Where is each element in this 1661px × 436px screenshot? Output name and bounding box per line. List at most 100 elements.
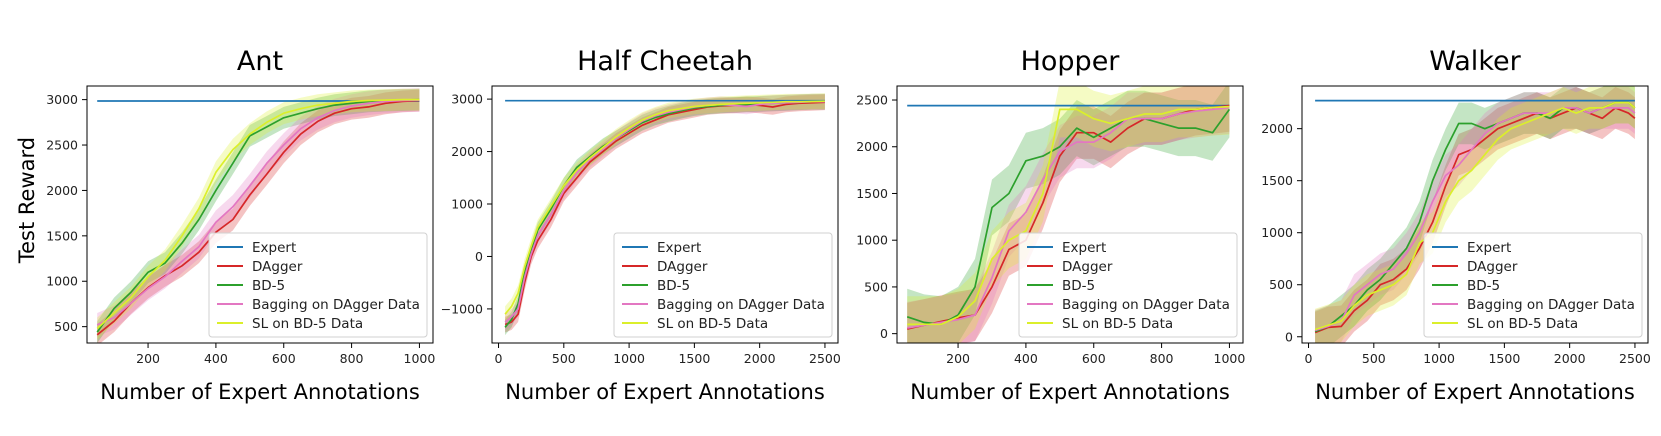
x-tick-label: 0 (495, 351, 503, 366)
y-tick-label: 2000 (46, 183, 78, 198)
axes-frame (1301, 85, 1649, 344)
x-tick-label: 0 (1305, 351, 1313, 366)
x-tick-label: 1500 (678, 351, 710, 366)
y-tick-label: 1000 (1261, 225, 1293, 240)
legend-box (1423, 232, 1643, 338)
series-band-bd-5 (97, 88, 420, 343)
legend-box (208, 232, 428, 338)
x-tick-label: 800 (1150, 351, 1174, 366)
legend-entry: DAgger (1062, 259, 1113, 275)
x-tick-label: 1500 (1488, 351, 1520, 366)
y-tick-label: 2500 (856, 93, 888, 108)
x-tick-label: 200 (136, 351, 160, 366)
y-tick-label: 2500 (46, 138, 78, 153)
series-line-dagger (504, 101, 825, 326)
series-line-sl-on-bd-5-data (96, 98, 420, 330)
series-line-sl-on-bd-5-data (1314, 101, 1636, 331)
plot-area (1314, 86, 1636, 343)
series-band-sl-on-bd-5-data (907, 86, 1230, 343)
axes-frame (86, 85, 434, 344)
chart-title: Half Cheetah (577, 46, 753, 77)
x-tick-label: 500 (1362, 351, 1386, 366)
y-tick-label: 1500 (1261, 173, 1293, 188)
series-line-bagging-on-dagger-data (504, 100, 825, 323)
series-line-bagging-on-dagger-data (907, 106, 1230, 329)
series-band-bd-5 (505, 93, 825, 336)
y-axis-label: Test Reward (15, 137, 39, 264)
y-tick-label: 3000 (46, 92, 78, 107)
y-tick-label: 500 (864, 279, 888, 294)
x-tick-label: 200 (946, 351, 970, 366)
legend-entry: BD-5 (1467, 278, 1500, 294)
y-tick-label: 1500 (46, 228, 78, 243)
series-line-bagging-on-dagger-data (1314, 107, 1636, 332)
legend: Expert DAgger BD-5 Bagging on DAgger Data SL… (1018, 232, 1238, 338)
y-tick-label: 0 (880, 326, 888, 341)
legend-entry: Bagging on DAgger Data (1062, 297, 1230, 313)
legend-box (1018, 232, 1238, 338)
series-band-sl-on-bd-5-data (97, 88, 420, 340)
x-tick-label: 1000 (1423, 351, 1455, 366)
legend-entry: Expert (252, 240, 296, 256)
series-band-dagger (907, 86, 1230, 343)
x-tick-label: 2500 (1619, 351, 1651, 366)
x-tick-label: 1000 (404, 351, 436, 366)
axes-frame (896, 85, 1244, 344)
y-tick-label: 3000 (451, 92, 483, 107)
x-tick-label: 800 (340, 351, 364, 366)
y-tick-label: 1000 (451, 197, 483, 212)
chart-panel-2: Half Cheetah 0 500 1000 1500 2000 2500 −1000 0 10… (441, 46, 841, 404)
y-tick-label: −1000 (441, 301, 483, 316)
y-tick-label: 2000 (856, 139, 888, 154)
legend-entry: Expert (1467, 240, 1511, 256)
x-tick-label: 1000 (1214, 351, 1246, 366)
x-tick-label: 400 (204, 351, 228, 366)
chart-title: Walker (1429, 46, 1521, 77)
x-axis-label: Number of Expert Annotations (505, 380, 825, 404)
y-tick-label: 500 (1269, 277, 1293, 292)
legend-entry: Bagging on DAgger Data (252, 297, 420, 313)
x-tick-label: 1000 (613, 351, 645, 366)
legend-entry: DAgger (1467, 259, 1518, 275)
legend-entry: Expert (1062, 240, 1106, 256)
legend-box (613, 232, 833, 338)
legend-entry: SL on BD-5 Data (252, 316, 363, 332)
x-tick-label: 2000 (1554, 351, 1586, 366)
series-line-bd-5 (906, 108, 1231, 326)
y-tick-label: 2000 (451, 144, 483, 159)
legend: Expert DAgger BD-5 Bagging on DAgger Data SL… (1423, 232, 1643, 338)
x-axis-label: Number of Expert Annotations (910, 380, 1230, 404)
y-tick-label: 2000 (1261, 121, 1293, 136)
legend-entry: Bagging on DAgger Data (657, 297, 825, 313)
chart-title: Ant (237, 46, 283, 77)
y-tick-label: 0 (475, 249, 483, 264)
chart-panel-1: Ant 200 400 600 800 1000 500 1000 1500 2000 2500 30… (46, 46, 435, 404)
axes-frame (491, 85, 839, 344)
series-line-bd-5 (96, 98, 420, 333)
plot-area (96, 88, 420, 343)
legend-entry: Bagging on DAgger Data (1467, 297, 1635, 313)
y-tick-label: 500 (54, 319, 78, 334)
series-line-sl-on-bd-5-data (907, 105, 1230, 326)
chart-panel-4: Walker 0 500 1000 1500 2000 2500 0 500 1000 1500 20… (1261, 46, 1651, 404)
legend-entry: SL on BD-5 Data (1467, 316, 1578, 332)
x-tick-label: 400 (1014, 351, 1038, 366)
series-band-bagging-on-dagger-data (97, 88, 420, 337)
x-tick-label: 600 (272, 351, 296, 366)
legend-entry: Expert (657, 240, 701, 256)
legend-entry: SL on BD-5 Data (657, 316, 768, 332)
plot-area (906, 86, 1231, 343)
x-tick-label: 600 (1082, 351, 1106, 366)
y-tick-label: 1000 (46, 274, 78, 289)
legend-entry: BD-5 (1062, 278, 1095, 294)
series-line-bagging-on-dagger-data (96, 99, 420, 326)
x-axis-label: Number of Expert Annotations (100, 380, 420, 404)
y-tick-label: 1500 (856, 186, 888, 201)
series-band-bagging-on-dagger-data (907, 86, 1230, 343)
x-tick-label: 500 (552, 351, 576, 366)
chart-title: Hopper (1021, 46, 1121, 77)
x-tick-label: 2000 (744, 351, 776, 366)
legend-entry: BD-5 (252, 278, 285, 294)
